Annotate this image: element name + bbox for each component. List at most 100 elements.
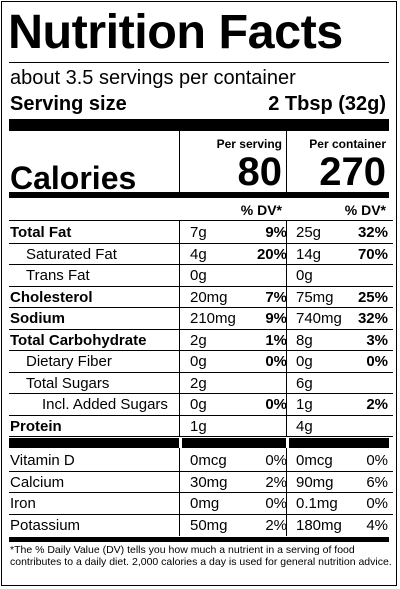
amount-per-serving: 0mcg — [190, 452, 227, 469]
label-title: Nutrition Facts — [8, 5, 343, 59]
nutrient-row: Trans Fat 0g 0g — [9, 265, 393, 286]
nutrient-name: Total Carbohydrate — [10, 331, 147, 349]
dv-per-container: 2% — [366, 396, 388, 413]
thick-divider — [9, 438, 389, 448]
column-divider — [286, 220, 287, 437]
dv-per-serving: 7% — [265, 288, 287, 306]
dv-per-serving: 9% — [265, 310, 287, 327]
nutrient-row: Dietary Fiber 0g 0% 0g 0% — [9, 351, 393, 372]
amount-per-container: 0g — [296, 353, 313, 370]
nutrient-row: Total Carbohydrate 2g 1% 8g 3% — [9, 330, 393, 351]
amount-per-serving: 50mg — [190, 516, 228, 534]
amount-per-container: 0g — [296, 267, 313, 284]
dv-header-container: % DV* — [344, 202, 386, 218]
dv-per-container: 3% — [366, 331, 388, 349]
calories-per-container: 270 — [319, 150, 386, 194]
per-container-header: Per container — [309, 137, 386, 151]
dv-per-serving: 0% — [265, 452, 287, 469]
dv-per-container: 4% — [366, 516, 388, 534]
amount-per-container: 0mcg — [296, 452, 333, 469]
dv-per-serving: 0% — [265, 495, 287, 512]
row-divider — [9, 513, 393, 515]
amount-per-serving: 0mg — [190, 495, 220, 512]
dv-per-serving: 2% — [265, 516, 287, 534]
amount-per-container: 8g — [296, 331, 313, 349]
row-divider — [9, 307, 393, 308]
amount-per-container: 25g — [296, 224, 322, 241]
nutrient-row: Cholesterol 20mg 7% 75mg 25% — [9, 287, 393, 308]
amount-per-container: 14g — [296, 245, 322, 263]
dv-per-serving: 0% — [265, 396, 287, 413]
dv-per-serving: 2% — [265, 473, 287, 491]
column-divider — [286, 131, 287, 194]
vitamin-name: Calcium — [10, 473, 65, 491]
vitamin-row: Potassium 50mg 2% 180mg 4% — [9, 515, 393, 536]
amount-per-container: 180mg — [296, 516, 342, 534]
row-divider — [9, 242, 393, 244]
dv-per-serving: 9% — [265, 224, 287, 241]
dv-per-container: 32% — [357, 310, 388, 327]
dv-per-container: 32% — [357, 224, 388, 241]
vitamin-row: Iron 0mg 0% 0.1mg 0% — [9, 493, 393, 514]
amount-per-serving: 0g — [190, 353, 207, 370]
column-gap — [286, 438, 289, 448]
amount-per-serving: 0g — [190, 267, 207, 284]
dv-per-container: 70% — [357, 245, 388, 263]
thick-divider — [9, 119, 389, 131]
nutrient-name: Total Sugars — [26, 374, 110, 392]
calories-label: Calories — [10, 160, 137, 196]
dv-per-serving: 0% — [265, 353, 287, 370]
dv-per-serving: 20% — [256, 245, 287, 263]
dv-per-serving: 1% — [265, 331, 287, 349]
nutrient-name: Incl. Added Sugars — [42, 396, 168, 413]
row-divider — [9, 220, 393, 221]
row-divider — [9, 393, 393, 394]
medium-divider — [9, 537, 389, 542]
amount-per-container: 90mg — [296, 473, 334, 491]
amount-per-serving: 2g — [190, 331, 207, 349]
vitamin-name: Potassium — [10, 516, 81, 534]
amount-per-serving: 210mg — [190, 310, 236, 327]
row-divider — [9, 492, 393, 493]
dv-per-container: 6% — [366, 473, 388, 491]
vitamin-name: Vitamin D — [10, 452, 75, 469]
amount-per-container: 6g — [296, 374, 313, 392]
calories-per-serving: 80 — [237, 150, 283, 194]
dv-per-container: 0% — [366, 452, 388, 469]
amount-per-serving: 7g — [190, 224, 207, 241]
vitamin-name: Iron — [10, 495, 36, 512]
dv-per-container: 0% — [366, 495, 388, 512]
row-divider — [9, 470, 393, 472]
row-divider — [9, 285, 393, 287]
dv-per-container: 25% — [357, 288, 388, 306]
nutrient-row: Saturated Fat 4g 20% 14g 70% — [9, 244, 393, 265]
vitamin-row: Calcium 30mg 2% 90mg 6% — [9, 472, 393, 493]
nutrient-row: Incl. Added Sugars 0g 0% 1g 2% — [9, 394, 393, 415]
amount-per-container: 740mg — [296, 310, 342, 327]
serving-size-label: Serving size — [10, 93, 127, 115]
serving-size-value: 2 Tbsp (32g) — [268, 93, 386, 115]
column-gap — [179, 438, 182, 448]
row-divider — [9, 414, 393, 416]
nutrient-row: Protein 1g 4g — [9, 416, 393, 437]
servings-per-container: about 3.5 servings per container — [10, 67, 296, 89]
nutrient-name: Sodium — [10, 310, 65, 327]
vitamin-row: Vitamin D 0mcg 0% 0mcg 0% — [9, 450, 393, 471]
row-divider — [9, 328, 393, 330]
amount-per-container: 4g — [296, 417, 313, 435]
nutrient-name: Dietary Fiber — [26, 353, 112, 370]
amount-per-serving: 30mg — [190, 473, 228, 491]
row-divider — [9, 264, 393, 265]
nutrient-name: Cholesterol — [10, 288, 93, 306]
row-divider — [9, 350, 393, 351]
amount-per-container: 0.1mg — [296, 495, 338, 512]
amount-per-serving: 4g — [190, 245, 207, 263]
amount-per-container: 1g — [296, 396, 313, 413]
column-divider — [286, 448, 287, 536]
dv-per-container: 0% — [366, 353, 388, 370]
nutrient-name: Trans Fat — [26, 267, 90, 284]
column-divider — [179, 131, 180, 194]
nutrient-row: Sodium 210mg 9% 740mg 32% — [9, 308, 393, 329]
per-serving-header: Per serving — [216, 137, 282, 151]
